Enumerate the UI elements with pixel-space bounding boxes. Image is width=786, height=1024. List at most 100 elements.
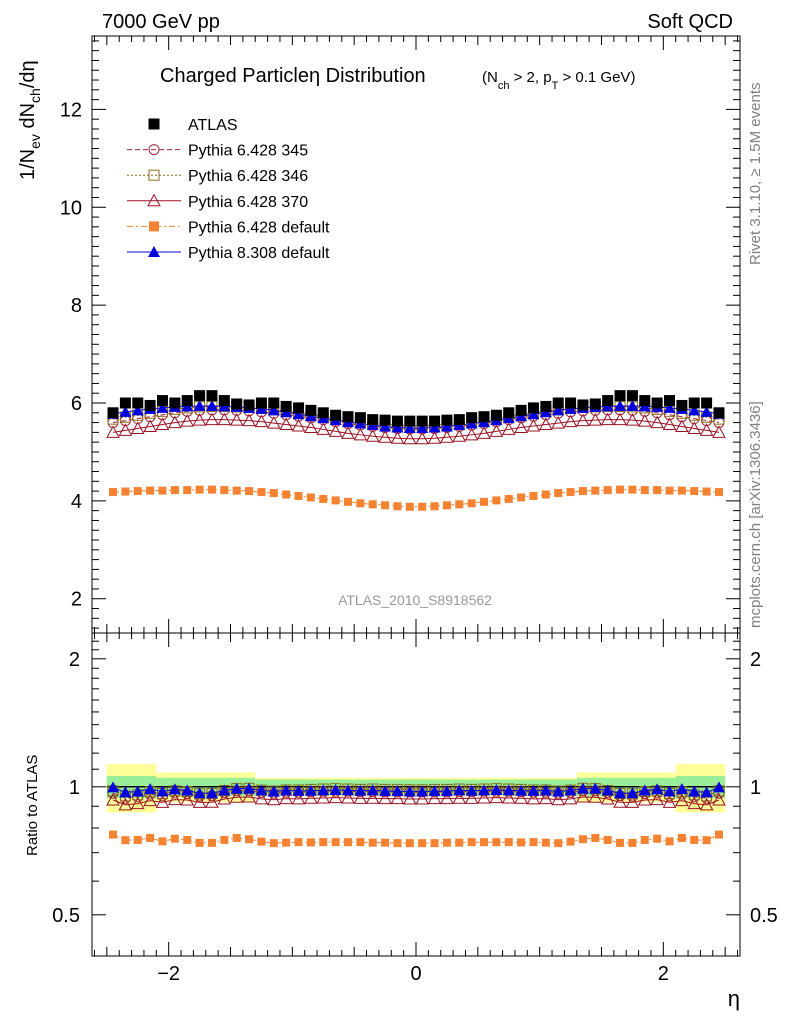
ratio-point (588, 790, 603, 803)
ratio-series-3 (106, 790, 726, 811)
data-point (146, 486, 155, 495)
cuts-mid: > 2, p (509, 69, 551, 86)
ratio-point (291, 791, 306, 805)
data-point (603, 486, 612, 495)
data-point (441, 414, 453, 426)
ratio-frame (91, 632, 741, 957)
data-point (291, 418, 306, 432)
ratio-point (180, 792, 195, 806)
ratio-point (255, 784, 268, 796)
data-point (232, 486, 241, 495)
series-5 (109, 485, 723, 511)
ratio-point (440, 785, 453, 797)
data-point (467, 499, 476, 508)
legend-marker (148, 144, 160, 156)
data-point (651, 397, 663, 409)
data-point (207, 485, 216, 494)
data-point (279, 417, 293, 431)
ratio-point (601, 784, 614, 796)
data-point (121, 487, 130, 496)
data-point (628, 485, 637, 494)
data-point (688, 397, 700, 409)
data-point (552, 397, 564, 409)
data-point (328, 424, 343, 437)
data-point (701, 397, 713, 409)
ratio-y-tick-label-right: 2 (750, 649, 761, 671)
data-point (430, 502, 439, 511)
data-point (267, 404, 280, 416)
ratio-point (304, 784, 317, 796)
ratio-point (156, 785, 169, 797)
data-point (368, 500, 377, 509)
data-point (294, 491, 303, 500)
data-point (130, 421, 145, 434)
data-point (455, 500, 464, 509)
cuts-sub-t: T (552, 80, 559, 92)
ratio-point (107, 781, 120, 793)
data-point (563, 414, 578, 428)
energy-label: 7000 GeV pp (102, 11, 220, 33)
legend-marker (149, 221, 159, 232)
ratio-point (341, 790, 355, 804)
data-point (640, 486, 649, 495)
ratio-point (541, 838, 550, 847)
data-point (663, 401, 676, 413)
ratio-point (502, 784, 515, 796)
legend-label: Pythia 6.428 default (188, 219, 330, 236)
ratio-series-line (112, 834, 720, 844)
data-point (378, 430, 392, 443)
ratio-point (529, 838, 538, 847)
data-point (156, 395, 168, 407)
data-point (180, 414, 195, 427)
ratio-point (564, 784, 577, 796)
legend-label: Pythia 8.308 default (188, 245, 330, 262)
data-point (625, 413, 640, 426)
ratio-point (517, 838, 526, 847)
legend: ATLAS Pythia 6.428 345 Pythia 6.428 346 Pyt… (127, 117, 330, 262)
ratio-point (675, 793, 689, 807)
ratio-point (688, 785, 701, 797)
data-point (540, 400, 552, 412)
ratio-point (109, 830, 118, 839)
data-point (391, 421, 404, 433)
ratio-point (195, 838, 204, 847)
ratio-point (158, 837, 167, 846)
ratio-point (243, 782, 256, 794)
data-point (429, 415, 441, 427)
data-point (613, 412, 627, 426)
y-axis-label-ratio: Ratio to ATLAS (24, 755, 41, 856)
legend-marker (147, 193, 161, 207)
ratio-point (379, 785, 392, 797)
data-point (418, 502, 427, 511)
series-4 (106, 412, 726, 445)
ratio-point (690, 835, 699, 844)
ratio-point (477, 790, 491, 804)
data-point (243, 399, 255, 411)
data-point (205, 399, 218, 411)
ratio-point (366, 784, 379, 796)
yl-sub-ev: ev (27, 134, 43, 149)
ratio-point (170, 834, 179, 843)
ratio-point (714, 830, 723, 839)
data-point (676, 399, 688, 411)
ratio-point (193, 787, 206, 799)
ratio-point (319, 838, 328, 847)
data-point (231, 398, 243, 410)
data-point (379, 420, 392, 432)
ratio-point (625, 795, 640, 808)
ratio-point (551, 792, 566, 806)
data-point (242, 413, 256, 427)
data-point (330, 409, 342, 421)
data-point (354, 412, 366, 424)
data-point (155, 417, 170, 431)
y-tick-label: 4 (71, 491, 82, 513)
ratio-point (662, 795, 677, 808)
ratio-point (442, 838, 451, 847)
data-point (664, 395, 676, 407)
data-point (218, 395, 230, 407)
legend-entry: Pythia 6.428 345 (127, 143, 308, 160)
data-point (109, 488, 118, 497)
ratio-point (205, 787, 218, 799)
